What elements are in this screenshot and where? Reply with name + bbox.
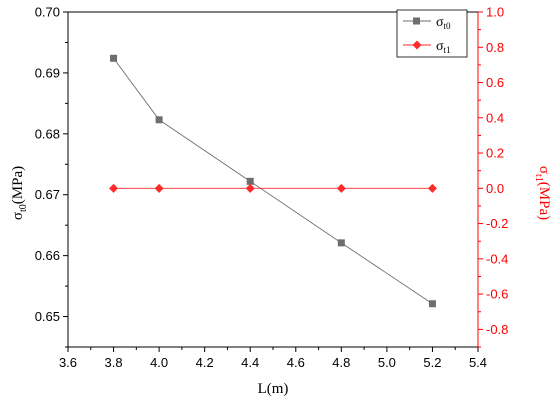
x-tick-label: 4.8 — [332, 355, 350, 370]
x-tick-label: 4.2 — [196, 355, 214, 370]
series-line-t0 — [113, 58, 433, 305]
left-y-tick-label: 0.65 — [35, 309, 60, 324]
right-y-tick-label: -0.2 — [486, 216, 508, 231]
right-y-axis: -0.8 -0.6 -0.4 -0.2 0.0 0.2 0.4 0.6 0.8 1.0 — [478, 5, 508, 348]
data-point-t1 — [154, 183, 164, 193]
right-y-axis-title-sub: t1 — [533, 174, 544, 182]
data-point-t1 — [427, 183, 437, 193]
right-y-tick-label: 0.6 — [486, 75, 504, 90]
x-tick-label: 3.6 — [59, 355, 77, 370]
right-y-tick-label: -0.8 — [486, 322, 508, 337]
left-y-tick-label: 0.66 — [35, 248, 60, 263]
left-y-axis: 0.65 0.66 0.67 0.68 0.69 0.70 — [35, 5, 68, 348]
x-tick-label: 4.4 — [241, 355, 259, 370]
right-y-axis-title-unit: (MPa) — [536, 182, 550, 220]
data-point-t0 — [246, 177, 254, 185]
right-y-tick-label: 1.0 — [486, 5, 504, 20]
data-point-t0 — [110, 54, 118, 62]
x-axis: 3.6 3.8 4.0 4.2 4.4 4.6 4.8 5.0 5.2 5.4 — [59, 347, 487, 370]
x-tick-label: 5.2 — [423, 355, 441, 370]
left-y-tick-label: 0.68 — [35, 126, 60, 141]
right-y-axis-title-main: σ — [536, 166, 550, 174]
x-tick-label: 5.0 — [378, 355, 396, 370]
series-layer — [109, 54, 437, 308]
data-point-t1 — [109, 183, 119, 193]
right-y-tick-label: 0.4 — [486, 110, 504, 125]
data-point-t0 — [337, 239, 345, 247]
data-point-t0 — [428, 300, 436, 308]
left-y-axis-title: σt0(MPa) — [10, 166, 29, 220]
right-y-axis-title: σt1(MPa) — [533, 166, 550, 220]
left-y-axis-title-main: σ — [10, 212, 26, 220]
legend-marker-t0 — [413, 17, 420, 25]
x-axis-title: L(m) — [258, 381, 289, 397]
x-tick-label: 4.0 — [150, 355, 168, 370]
right-y-tick-label: -0.6 — [486, 287, 508, 302]
left-y-tick-label: 0.70 — [35, 5, 60, 20]
data-point-t1 — [245, 183, 255, 193]
legend-box — [396, 9, 468, 58]
left-y-tick-label: 0.67 — [35, 187, 60, 202]
left-y-tick-label: 0.69 — [35, 65, 60, 80]
right-y-tick-label: 0.2 — [486, 146, 504, 161]
left-y-axis-title-unit: (MPa) — [10, 166, 26, 204]
data-point-t1 — [336, 183, 346, 193]
x-tick-label: 3.8 — [105, 355, 123, 370]
right-y-tick-label: 0.0 — [486, 181, 504, 196]
left-y-axis-title-sub: t0 — [18, 204, 29, 212]
x-tick-label: 5.4 — [469, 355, 487, 370]
legend-label-t1: σt1 — [436, 39, 451, 55]
x-tick-label: 4.6 — [287, 355, 305, 370]
right-y-tick-label: 0.8 — [486, 40, 504, 55]
right-y-tick-label: -0.4 — [486, 251, 508, 266]
legend-marker-t1 — [412, 40, 422, 50]
legend-label-t0: σt0 — [436, 15, 451, 31]
legend: σt0 σt1 — [396, 9, 468, 58]
data-point-t0 — [155, 116, 163, 124]
plot-frame — [67, 11, 479, 348]
